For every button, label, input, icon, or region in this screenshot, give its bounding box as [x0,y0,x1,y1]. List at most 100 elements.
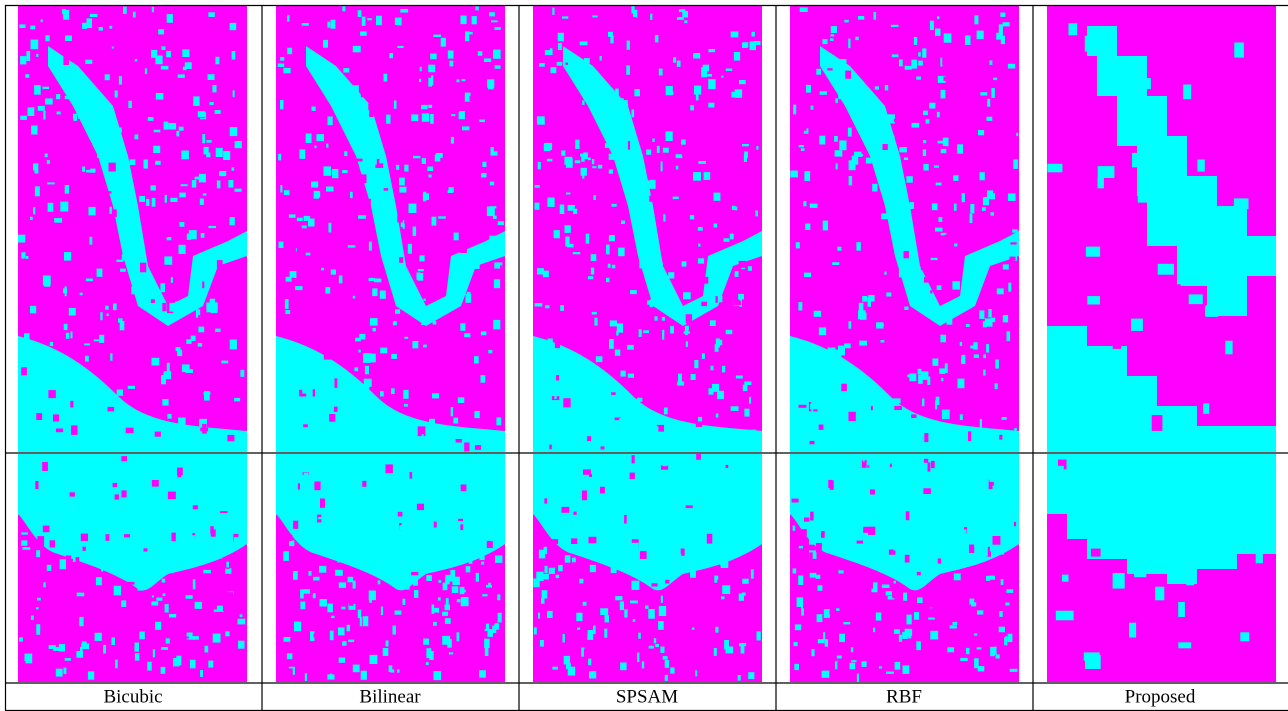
texture [311,606,316,609]
texture [240,614,243,617]
texture [219,541,224,549]
texture [491,20,498,22]
texture [51,403,54,412]
texture [954,204,957,211]
texture [397,18,402,26]
texture [121,600,126,607]
texture [155,622,161,630]
texture [470,621,477,624]
texture [367,483,375,492]
texture [685,326,689,331]
texture [314,146,316,149]
texture [1186,571,1194,586]
texture [999,435,1002,440]
texture [1047,164,1062,173]
texture [442,612,448,616]
texture [953,175,958,181]
texture [651,558,654,562]
texture [107,191,111,193]
texture [413,227,417,237]
texture [1004,76,1007,79]
texture [586,234,590,244]
texture [290,271,297,278]
texture [317,399,321,408]
texture [803,201,806,206]
texture [181,394,187,401]
texture [459,111,465,119]
texture [629,530,632,538]
texture [201,465,206,475]
texture [327,22,330,28]
texture [419,282,424,290]
texture [665,675,668,681]
texture [298,469,305,472]
texture [715,627,718,633]
texture [665,539,671,547]
texture [105,74,110,80]
texture [240,370,244,377]
texture [25,654,33,664]
texture [94,529,98,535]
texture [71,119,73,126]
texture [974,658,979,668]
texture [887,433,895,442]
texture [830,480,834,490]
texture [397,669,399,672]
texture [632,581,640,590]
texture [390,553,397,557]
texture [491,658,495,667]
result-image [1047,454,1276,682]
texture [131,478,133,484]
texture [1095,401,1103,409]
texture [534,627,537,634]
texture [600,200,605,205]
texture [572,558,576,563]
texture [91,346,98,351]
texture [982,207,986,211]
texture [738,675,741,681]
texture [36,447,40,450]
texture [717,391,724,399]
texture [913,505,918,507]
texture [57,99,63,108]
texture [70,401,73,408]
texture [82,23,87,29]
texture [699,670,706,677]
texture [135,653,140,660]
texture [418,426,426,436]
texture [831,26,837,33]
texture [673,197,679,200]
texture [295,286,302,290]
texture [413,579,418,585]
caption: Proposed [1125,686,1196,707]
texture [43,364,50,373]
texture [702,353,705,359]
texture [662,299,670,302]
texture [171,568,174,574]
texture [213,634,221,643]
texture [133,12,136,18]
texture [73,114,77,121]
texture [100,555,102,559]
texture [399,257,403,263]
texture [461,16,467,25]
texture [490,535,493,541]
texture [19,157,26,163]
texture [609,169,613,173]
texture [400,9,408,13]
texture [308,219,315,227]
texture [193,636,199,640]
texture [999,611,1002,617]
texture [587,436,591,441]
texture [65,658,71,661]
texture [58,497,64,506]
texture [156,93,164,100]
texture [547,198,554,207]
texture [342,6,345,11]
texture [1000,13,1005,17]
texture [912,123,920,128]
texture [967,256,974,262]
texture [965,35,971,45]
texture [169,549,176,555]
texture [831,34,835,36]
